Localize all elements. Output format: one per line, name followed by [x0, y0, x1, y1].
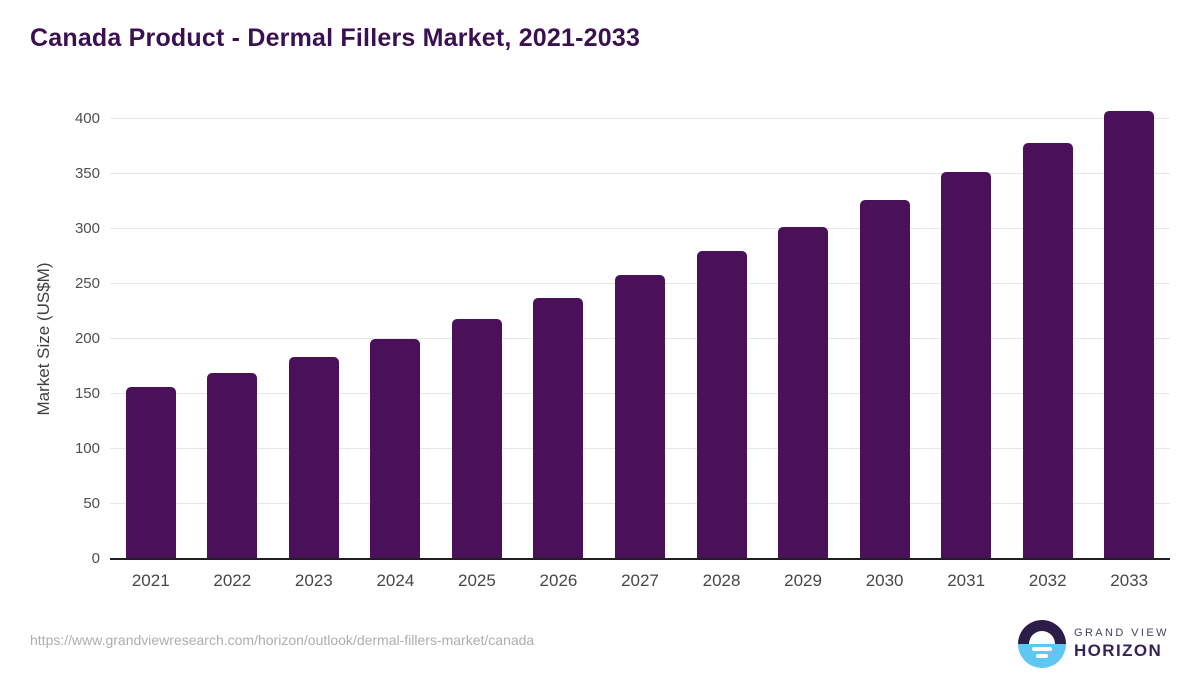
- bar-2021[interactable]: [125, 387, 176, 559]
- bar-2027[interactable]: [615, 275, 665, 559]
- y-tick-label: 300: [74, 220, 100, 237]
- horizon-sunset-icon: [1018, 620, 1066, 668]
- x-tick-label-2028: 2028: [702, 571, 741, 590]
- bar-2028[interactable]: [696, 251, 747, 559]
- logo-product-name: HORIZON: [1074, 641, 1163, 660]
- bar-2030[interactable]: [859, 200, 910, 559]
- sun-reflection-line: [1036, 654, 1048, 658]
- logo-brand-name: GRAND VIEW: [1074, 627, 1169, 639]
- page-title: Canada Product - Dermal Fillers Market, …: [30, 24, 641, 52]
- x-tick-label-2024: 2024: [376, 571, 415, 590]
- y-tick-label: 50: [83, 495, 100, 512]
- y-tick-label: 250: [74, 275, 100, 292]
- bar-2025[interactable]: [451, 319, 502, 559]
- source-url: https://www.grandviewresearch.com/horizo…: [30, 632, 535, 648]
- x-tick-label-2029: 2029: [784, 571, 822, 590]
- bar-2031[interactable]: [941, 172, 992, 559]
- y-tick-label: 100: [74, 440, 100, 457]
- x-tick-label-2033: 2033: [1110, 571, 1149, 590]
- sun-reflection-line: [1032, 647, 1052, 651]
- bar-2032[interactable]: [1022, 143, 1073, 559]
- x-axis-tick-labels: 2021 2022 2023 2024 2025 2026 2027 2028 2029 2030…: [110, 570, 1170, 594]
- x-tick-label-2025: 2025: [457, 571, 496, 590]
- gridline: [110, 173, 1170, 174]
- y-axis-tick-labels: 0 50 100 150 200 250 300 350 400: [0, 111, 100, 567]
- grand-view-horizon-logo[interactable]: GRAND VIEW HORIZON: [1018, 620, 1169, 668]
- y-tick-label: 0: [91, 550, 100, 567]
- y-tick-label: 400: [74, 110, 100, 127]
- bar-2022[interactable]: [207, 373, 258, 559]
- x-tick-label-2022: 2022: [213, 571, 252, 590]
- y-tick-label: 150: [74, 385, 100, 402]
- bar-2033[interactable]: [1104, 111, 1155, 559]
- sun-shape: [1029, 631, 1055, 644]
- x-tick-label-2027: 2027: [621, 571, 659, 590]
- bar-2023[interactable]: [288, 357, 339, 559]
- x-tick-label-2026: 2026: [539, 571, 578, 590]
- y-tick-label: 350: [74, 165, 100, 182]
- bar-2026[interactable]: [533, 298, 584, 559]
- bar-2029[interactable]: [778, 227, 829, 559]
- x-tick-label-2031: 2031: [947, 571, 986, 590]
- plot-area: [110, 111, 1170, 560]
- x-tick-label-2032: 2032: [1028, 571, 1067, 590]
- bar-2024[interactable]: [370, 339, 421, 559]
- x-tick-label-2021: 2021: [131, 571, 170, 590]
- logo-text: GRAND VIEW HORIZON: [1074, 620, 1169, 661]
- x-tick-label-2030: 2030: [865, 571, 904, 590]
- x-tick-label-2023: 2023: [294, 571, 333, 590]
- y-tick-label: 200: [74, 330, 100, 347]
- x-axis-line: [110, 558, 1170, 560]
- gridline: [110, 118, 1170, 119]
- gridline: [110, 228, 1170, 229]
